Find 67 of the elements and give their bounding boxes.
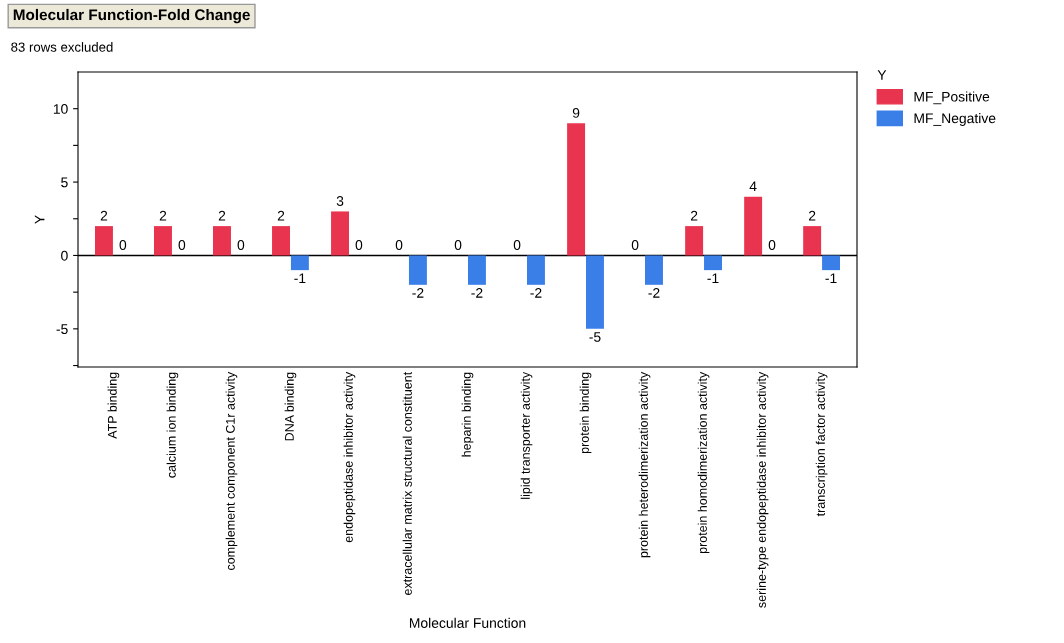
x-tick-label: ATP binding <box>107 372 120 439</box>
data-label: 2 <box>808 210 816 221</box>
bar <box>272 226 290 256</box>
x-tick-label: serine-type endopeptidase inhibitor activity <box>756 371 769 608</box>
data-label: 0 <box>454 240 462 250</box>
data-label: -2 <box>648 287 660 298</box>
x-tick-label: extracellular matrix structural constituent <box>402 371 412 596</box>
legend-label: MF_Negative <box>914 113 996 126</box>
x-tick-label: lipid transporter activity <box>520 371 533 499</box>
bar <box>685 226 704 256</box>
legend-title: Y <box>877 70 887 80</box>
data-label: 0 <box>119 240 127 250</box>
x-tick-label: complement component C1r activity <box>225 371 238 571</box>
bar <box>154 226 172 256</box>
data-label: 0 <box>513 240 521 250</box>
bar <box>704 255 722 271</box>
y-axis-title: Y <box>34 215 45 224</box>
bar <box>645 255 663 285</box>
x-tick-label: DNA binding <box>284 372 297 441</box>
data-label: -5 <box>589 332 601 342</box>
legend-label: MF_Positive <box>914 91 990 105</box>
data-label: -1 <box>707 273 719 283</box>
bar <box>526 255 545 285</box>
data-label: 0 <box>768 240 776 250</box>
x-tick-label: calcium ion binding <box>166 372 179 478</box>
x-tick-label: endopeptidase inhibitor activity <box>343 371 356 543</box>
data-label: -2 <box>471 287 483 298</box>
bar <box>467 255 486 285</box>
data-label: 4 <box>749 181 757 192</box>
x-axis-title: Molecular Function <box>409 617 526 628</box>
bar <box>95 226 113 256</box>
x-tick-label: protein binding <box>579 372 592 454</box>
data-label: -1 <box>294 273 306 283</box>
bar <box>586 255 604 329</box>
y-tick-label: -5 <box>56 324 68 335</box>
data-label: -1 <box>825 273 837 283</box>
data-label: 3 <box>336 196 344 206</box>
chart-subtitle: 83 rows excluded <box>11 42 113 52</box>
x-tick-label: protein heterodimerization activity <box>638 371 651 558</box>
x-tick-label: transcription factor activity <box>815 371 828 517</box>
y-tick-label: 0 <box>61 250 68 261</box>
bar <box>213 226 231 256</box>
bar <box>744 196 763 256</box>
data-label: 9 <box>572 108 580 118</box>
bar <box>290 255 309 271</box>
chart-title: Molecular Function-Fold Change <box>13 8 250 24</box>
data-label: 0 <box>178 240 186 250</box>
data-label: 2 <box>100 210 108 221</box>
data-label: 2 <box>690 210 698 221</box>
x-tick-label: protein homodimerization activity <box>697 371 710 554</box>
data-label: 2 <box>218 210 226 221</box>
x-tick-label: heparin binding <box>461 372 474 457</box>
data-label: -2 <box>530 287 542 298</box>
data-label: 2 <box>159 210 167 221</box>
data-label: 0 <box>395 240 403 250</box>
y-tick-label: 5 <box>61 177 68 188</box>
bar <box>567 123 586 256</box>
data-label: 2 <box>277 210 285 221</box>
y-tick-label: 10 <box>53 104 68 114</box>
data-label: 0 <box>355 240 363 250</box>
data-label: 0 <box>631 240 639 250</box>
data-label: 0 <box>237 240 245 250</box>
bar <box>803 226 822 256</box>
data-label: -2 <box>412 287 424 298</box>
bar <box>822 255 840 271</box>
bar <box>331 211 349 256</box>
bar <box>408 255 427 285</box>
